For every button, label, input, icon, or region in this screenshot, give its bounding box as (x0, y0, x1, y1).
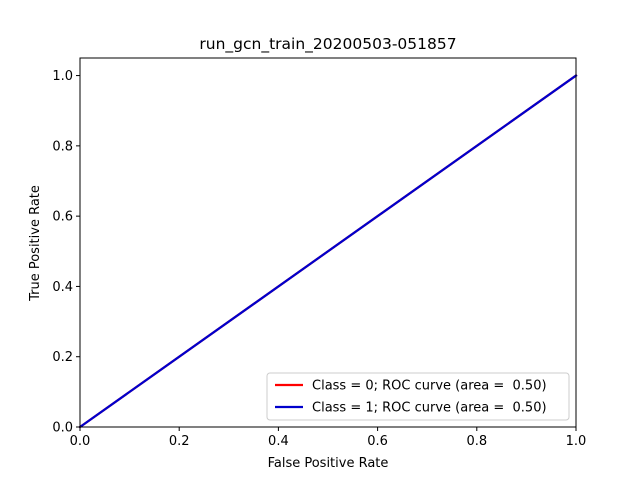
x-tick-label: 0.2 (169, 434, 190, 449)
x-axis-label: False Positive Rate (268, 456, 389, 471)
axes-frame (79, 57, 577, 428)
axes: 0.0 0.2 0.4 0.6 0.8 1.0 0.0 0.2 0.4 0.6 0.8 1.0 (52, 57, 587, 449)
legend-entry-label: Class = 0; ROC curve (area = 0.50) (312, 379, 547, 394)
y-tick-label: 0.2 (52, 350, 73, 365)
y-tick-label: 0.6 (52, 210, 73, 225)
legend-box (266, 372, 570, 421)
y-tick-label: 1.0 (52, 69, 73, 84)
x-tick-label: 1.0 (566, 434, 587, 449)
y-tick-label: 0.8 (52, 139, 73, 154)
chart-title: run_gcn_train_20200503-051857 (199, 35, 456, 54)
y-tick-label: 0.0 (52, 421, 73, 436)
y-tick-label: 0.4 (52, 280, 73, 295)
x-tick-label: 0.6 (367, 434, 388, 449)
x-tick-label: 0.8 (466, 434, 487, 449)
legend-entry-label: Class = 1; ROC curve (area = 0.50) (312, 401, 547, 416)
y-axis-label: True Positive Rate (28, 185, 43, 302)
x-tick-label: 0.0 (70, 434, 91, 449)
legend: Class = 0; ROC curve (area = 0.50) Class … (266, 372, 570, 421)
x-tick-label: 0.4 (268, 434, 289, 449)
plot-area (78, 74, 578, 429)
series-line-class-1 (78, 74, 578, 429)
